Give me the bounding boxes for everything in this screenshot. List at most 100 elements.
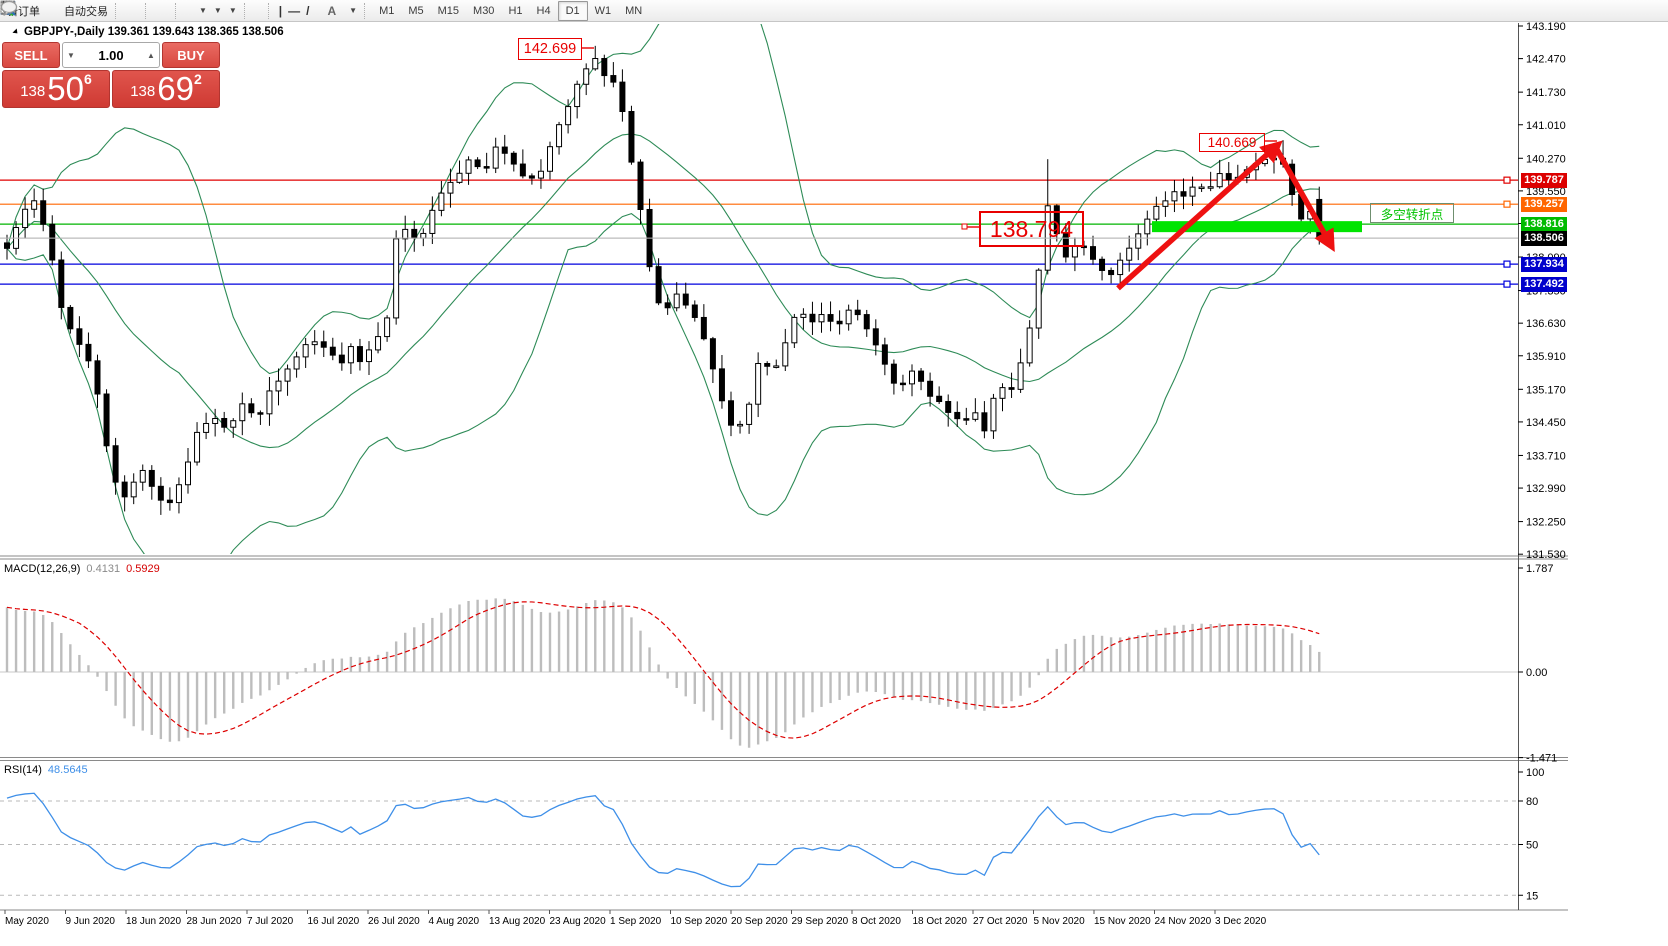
annotation-note-turning-point[interactable]: 多空转折点 (1370, 203, 1454, 223)
svg-text:20 Sep 2020: 20 Sep 2020 (731, 916, 788, 927)
macd-panel (0, 598, 1518, 748)
timeframe-d1[interactable]: D1 (557, 0, 588, 21)
symbol-ohlc-line: GBPJPY-,Daily 139.361 139.643 138.365 13… (12, 26, 284, 38)
top-toolbar: 新订单 自动交易 ▼ ▼ (0, 0, 1668, 22)
svg-text:26 Jul 2020: 26 Jul 2020 (368, 916, 420, 927)
caret-down-icon: ▼ (199, 6, 207, 15)
period-button[interactable]: ▼ (1, 1, 225, 21)
svg-text:15 Nov 2020: 15 Nov 2020 (1094, 916, 1151, 927)
timeframe-m30[interactable]: M30 (473, 4, 495, 17)
text-tool[interactable]: A (327, 3, 337, 18)
timeframe-m5[interactable]: M5 (408, 4, 424, 17)
annotation-level-138794[interactable]: 138.794 (979, 211, 1084, 247)
timeframe-w1[interactable]: W1 (594, 4, 612, 17)
buy-price-display[interactable]: 138 69 2 (112, 70, 220, 108)
svg-text:132.250: 132.250 (1526, 517, 1566, 529)
line-chart-mode-button[interactable] (0, 1, 141, 21)
svg-text:135.170: 135.170 (1526, 384, 1566, 396)
svg-text:3 Dec 2020: 3 Dec 2020 (1215, 916, 1267, 927)
svg-text:80: 80 (1526, 796, 1538, 808)
svg-text:9 Jun 2020: 9 Jun 2020 (66, 916, 116, 927)
toolbar-separator (175, 2, 179, 19)
svg-text:May 2020: May 2020 (5, 916, 49, 927)
svg-text:-1.471: -1.471 (1526, 753, 1557, 765)
timeframe-m15[interactable]: M15 (437, 4, 460, 17)
rsi-panel (0, 792, 1518, 896)
price-badge-139-257: 139.257 (1521, 196, 1567, 212)
svg-text:135.910: 135.910 (1526, 351, 1566, 363)
svg-text:50: 50 (1526, 840, 1538, 852)
svg-text:136.630: 136.630 (1526, 318, 1566, 330)
one-click-trade-panel: SELL ▼ 1.00 ▲ BUY 138 50 6 138 69 2 (2, 42, 220, 108)
trendline-tool[interactable]: / (306, 3, 310, 18)
svg-text:100: 100 (1526, 767, 1544, 779)
svg-text:15: 15 (1526, 890, 1538, 902)
svg-text:134.450: 134.450 (1526, 417, 1566, 429)
svg-text:0.00: 0.00 (1526, 667, 1547, 679)
toolbar-separator (243, 2, 248, 19)
timeframe-m1[interactable]: M1 (379, 4, 395, 17)
svg-text:27 Oct 2020: 27 Oct 2020 (973, 916, 1028, 927)
caret-down-icon: ▼ (213, 6, 222, 15)
svg-text:13 Aug 2020: 13 Aug 2020 (489, 916, 546, 927)
new-template-button[interactable]: ▼ (1, 0, 210, 21)
svg-text:8 Oct 2020: 8 Oct 2020 (852, 916, 901, 927)
main-chart-layer (0, 24, 1518, 554)
svg-text:143.190: 143.190 (1526, 21, 1566, 33)
toolbar-separator (145, 2, 149, 19)
svg-text:28 Jun 2020: 28 Jun 2020 (187, 916, 242, 927)
volume-value[interactable]: 1.00 (98, 47, 124, 63)
svg-text:24 Nov 2020: 24 Nov 2020 (1155, 916, 1212, 927)
crosshair-tool-button[interactable] (1, 1, 264, 21)
auto-trading-label: 自动交易 (64, 5, 108, 18)
annotation-swing-140669[interactable]: 140.669 (1199, 133, 1265, 152)
annotation-high-142699[interactable]: 142.699 (518, 38, 582, 60)
sell-price-display[interactable]: 138 50 6 (2, 70, 110, 108)
timeframe-mn[interactable]: MN (625, 4, 643, 17)
macd-title: MACD(12,26,9) 0.4131 0.5929 (4, 563, 160, 575)
price-badge-137-934: 137.934 (1521, 256, 1567, 272)
volume-stepper[interactable]: ▼ 1.00 ▲ (62, 42, 160, 68)
svg-text:10 Sep 2020: 10 Sep 2020 (671, 916, 728, 927)
svg-text:1 Sep 2020: 1 Sep 2020 (610, 916, 662, 927)
volume-increase-icon[interactable]: ▲ (147, 50, 155, 60)
price-badge-138-816: 138.816 (1521, 216, 1567, 232)
svg-text:141.730: 141.730 (1526, 87, 1566, 99)
svg-text:29 Sep 2020: 29 Sep 2020 (792, 916, 849, 927)
svg-text:131.530: 131.530 (1526, 549, 1566, 561)
volume-decrease-icon[interactable]: ▼ (67, 50, 75, 60)
indicators-button[interactable]: ▼ (0, 1, 240, 21)
svg-text:140.270: 140.270 (1526, 153, 1566, 165)
svg-text:132.990: 132.990 (1526, 483, 1566, 495)
svg-text:23 Aug 2020: 23 Aug 2020 (550, 916, 607, 927)
horizontal-line-tool[interactable]: — (288, 3, 301, 18)
rsi-title: RSI(14) 48.5645 (4, 764, 88, 776)
svg-text:4 Aug 2020: 4 Aug 2020 (429, 916, 480, 927)
svg-text:141.010: 141.010 (1526, 120, 1566, 132)
svg-text:1.787: 1.787 (1526, 563, 1554, 575)
price-badge-139-787: 139.787 (1521, 172, 1567, 188)
sell-button[interactable]: SELL (2, 42, 60, 68)
chat-icon[interactable] (0, 0, 19, 16)
svg-text:16 Jul 2020: 16 Jul 2020 (308, 916, 360, 927)
svg-text:18 Jun 2020: 18 Jun 2020 (126, 916, 181, 927)
caret-down-icon: ▼ (228, 6, 237, 15)
price-badge-137-492: 137.492 (1521, 276, 1567, 292)
toolbar-separator (364, 2, 368, 19)
vertical-line-tool[interactable]: | (278, 3, 283, 18)
timeframe-h4[interactable]: H4 (536, 4, 551, 17)
svg-text:5 Nov 2020: 5 Nov 2020 (1034, 916, 1086, 927)
tile-windows-button[interactable] (0, 1, 171, 21)
window-marker-icon (12, 28, 20, 36)
toolbar-separator (115, 2, 119, 19)
price-badge-138-506: 138.506 (1521, 230, 1567, 246)
auto-trading-button[interactable]: 自动交易 (0, 1, 111, 21)
caret-down-icon: ▼ (349, 6, 358, 15)
date-axis: May 2020 9 Jun 2020 18 Jun 2020 28 Jun 2020… (4, 910, 1267, 927)
timeframe-h1[interactable]: H1 (508, 4, 523, 17)
buy-button[interactable]: BUY (162, 42, 220, 68)
timeframe-toolbar: M1 M5 M15 M30 H1 H4 D1 W1 MN (372, 0, 649, 21)
arrows-tool[interactable]: ▼ (2, 1, 360, 21)
